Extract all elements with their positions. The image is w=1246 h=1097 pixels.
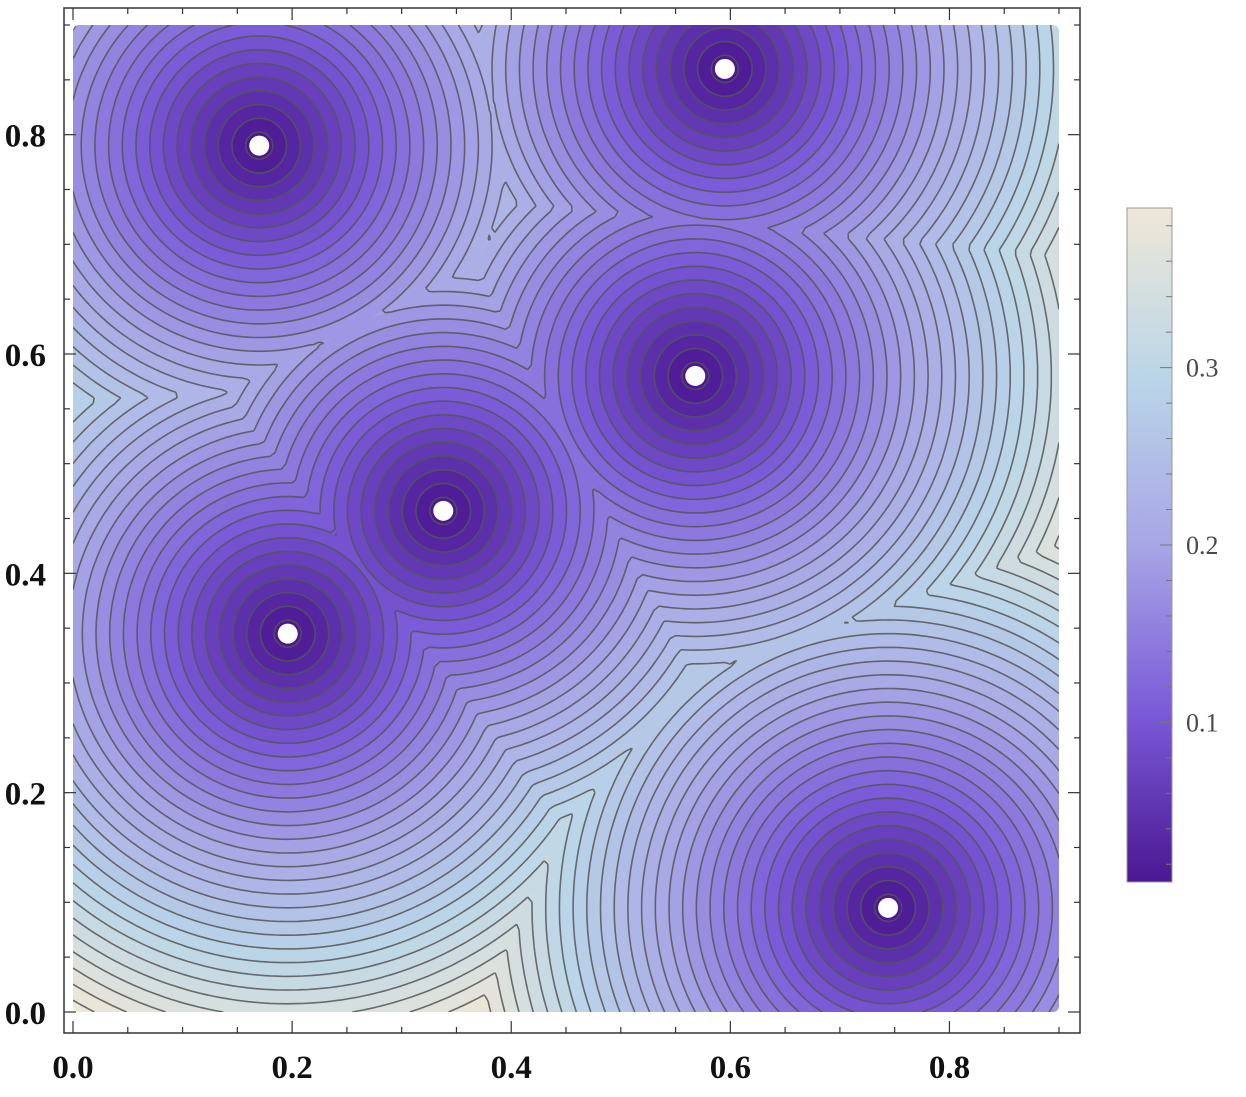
contour-line-4 <box>190 25 958 978</box>
contour-line-10 <box>107 25 1040 1012</box>
y-tick-label: 0.4 <box>5 557 46 593</box>
contour-line-26 <box>73 226 1059 1012</box>
contour-line-25 <box>73 191 1059 1012</box>
data-point-4 <box>277 623 298 644</box>
contour-line-5 <box>176 25 972 991</box>
y-tick-label: 0.2 <box>5 777 46 813</box>
contour-line-30 <box>73 999 95 1012</box>
contour-line-6 <box>162 25 985 1005</box>
contour-line-15 <box>73 25 1059 1012</box>
x-tick-label: 0.8 <box>929 1050 970 1086</box>
contour-line-3 <box>203 25 944 964</box>
contour-line-18 <box>73 25 1059 1012</box>
contour-line-21 <box>73 25 1059 1012</box>
contour-line-28 <box>73 535 1059 1012</box>
colorbar-tick-label: 0.1 <box>1186 708 1219 737</box>
contour-line-29 <box>73 983 492 1012</box>
contour-line-23 <box>73 25 1059 1012</box>
data-point-2 <box>685 365 706 386</box>
y-tick-label: 0.0 <box>5 996 46 1032</box>
plot-frame <box>63 7 1081 1034</box>
colorbar: 0.1 0.2 0.3 <box>1126 207 1219 883</box>
data-points <box>249 58 899 918</box>
contour-line-13 <box>73 25 1059 1012</box>
x-tick-label: 0.6 <box>710 1050 751 1086</box>
contour-line-1 <box>231 40 917 936</box>
contour-line-22 <box>73 25 1059 1012</box>
contour-line-14 <box>73 25 1059 1012</box>
colorbar-tick-label: 0.3 <box>1186 354 1219 383</box>
contour-line-8 <box>135 25 1013 1012</box>
data-point-5 <box>878 897 899 918</box>
contour-lines <box>73 25 1059 1012</box>
data-point-0 <box>249 135 270 156</box>
x-tick-label: 0.0 <box>52 1050 93 1086</box>
y-tick-label: 0.6 <box>5 338 46 374</box>
contour-line-2 <box>217 26 930 950</box>
axis-ticks <box>64 8 1080 1033</box>
x-tick-label: 0.2 <box>271 1050 312 1086</box>
x-tick-label: 0.4 <box>491 1050 532 1086</box>
contour-line-19 <box>73 25 1059 1012</box>
y-axis-tick-labels: 0.0 0.2 0.4 0.6 0.8 <box>5 119 46 1032</box>
contour-line-24 <box>73 143 1059 1012</box>
y-tick-label: 0.8 <box>5 119 46 155</box>
contour-line-20 <box>73 25 1059 1012</box>
contour-line-17 <box>73 25 1059 1012</box>
x-axis-tick-labels: 0.0 0.2 0.4 0.6 0.8 <box>52 1050 970 1086</box>
contour-line-27 <box>73 497 1059 1012</box>
contour-line-12 <box>80 25 1059 1012</box>
contour-line-11 <box>94 25 1054 1012</box>
data-point-1 <box>714 58 735 79</box>
colorbar-tick-label: 0.2 <box>1186 531 1219 560</box>
contour-line-0 <box>244 54 903 923</box>
contour-line-16 <box>73 25 1059 1012</box>
contour-line-9 <box>121 25 1026 1012</box>
data-point-3 <box>433 500 454 521</box>
contour-line-7 <box>148 25 999 1012</box>
